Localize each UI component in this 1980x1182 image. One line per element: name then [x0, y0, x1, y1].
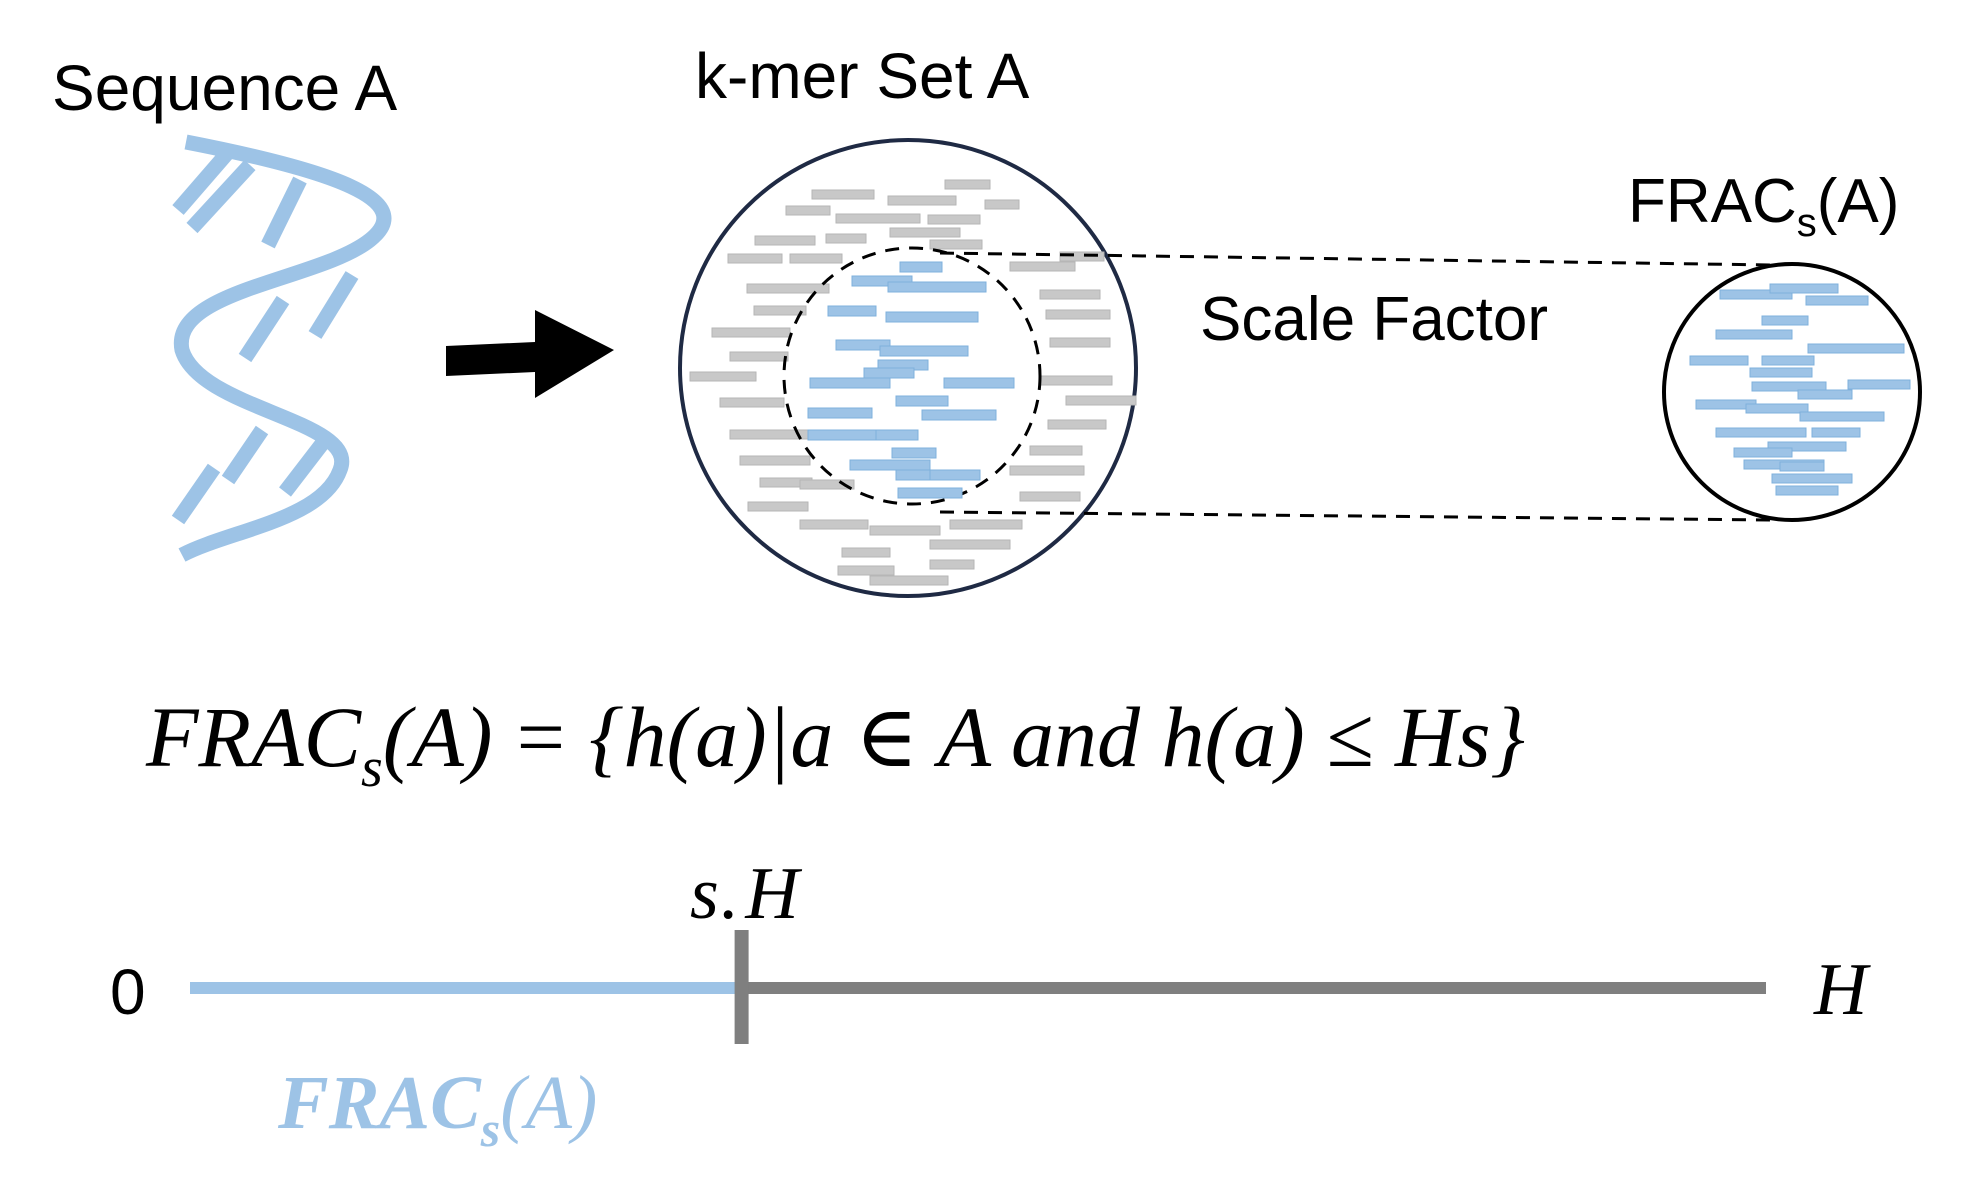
scale-factor-label: Scale Factor — [1200, 285, 1548, 354]
kmer-fragments-blue — [807, 261, 1015, 499]
axis-zero-label: 0 — [110, 956, 146, 1028]
frac-sketch-fragments — [1689, 283, 1911, 496]
kmer-fragments-gray — [689, 179, 1137, 586]
scaled-subset-circle — [782, 246, 1042, 506]
hash-range-axis — [190, 930, 1766, 1044]
sequence-label: Sequence A — [52, 52, 398, 124]
frac-region-label: FRACs(A) — [277, 1061, 597, 1157]
dna-helix-icon — [171, 134, 392, 562]
kmer-set-label: k-mer Set A — [695, 40, 1030, 112]
frac-sketch-label: FRACs(A) — [1628, 167, 1899, 245]
arrow-right-icon — [446, 310, 614, 398]
axis-end-label: H — [1813, 949, 1871, 1031]
threshold-label: s. H — [690, 853, 802, 935]
frac-sketch-circle — [1662, 262, 1922, 522]
scale-connector-lines — [939, 251, 1773, 522]
frac-formula: FRACs(A) = {h(a)|a ∈ A and h(a) ≤ Hs} — [145, 689, 1525, 799]
